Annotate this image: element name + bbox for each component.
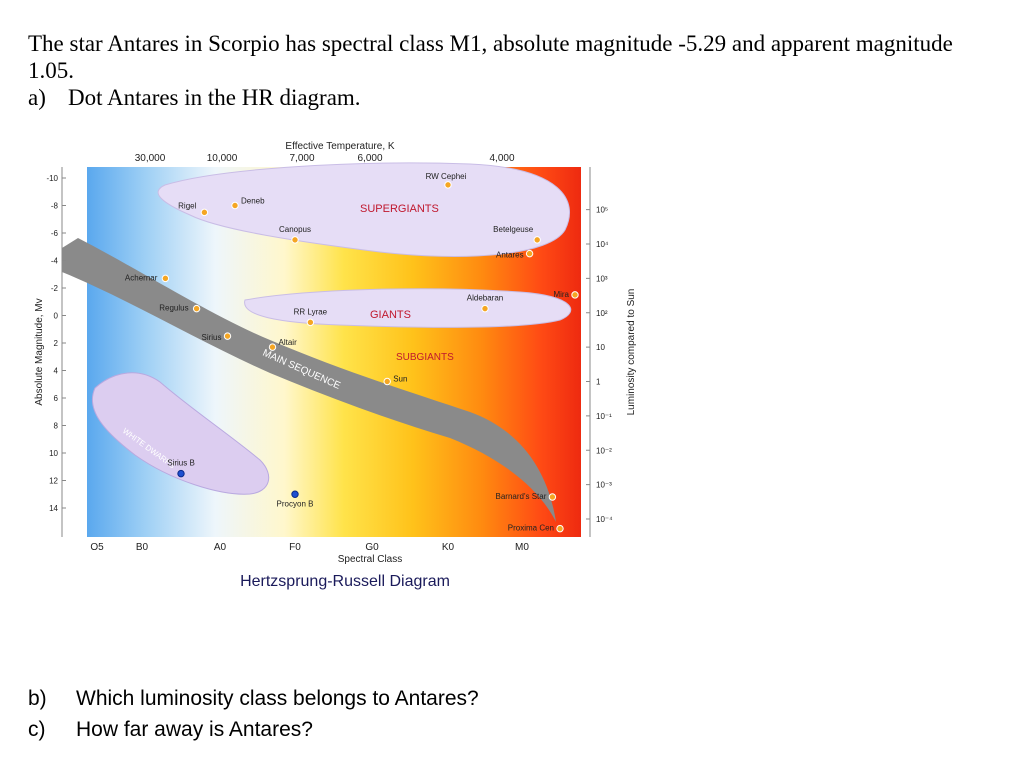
label-supergiants: SUPERGIANTS — [360, 203, 439, 215]
question-b-text: Which luminosity class belongs to Antare… — [76, 687, 479, 710]
luminosity-ticks: 10⁵ 10⁴ 10³ 10² 10 1 10⁻¹ 10⁻² 10⁻³ 10⁻⁴ — [586, 206, 613, 524]
y-tick-label: 6 — [54, 394, 59, 403]
star-marker-rw-cephei — [444, 181, 452, 189]
top-tick-4000: 4,000 — [489, 153, 514, 164]
y-axis-label: Absolute Magnitude, Mv — [34, 298, 45, 405]
lum-tick-label: 10² — [596, 309, 608, 318]
stars: RW Cephei Rigel Deneb Canopus Betelgeuse Anta… — [125, 172, 579, 533]
y-tick-label: -2 — [51, 284, 59, 293]
top-axis-label: Effective Temperature, K — [285, 141, 394, 152]
star-marker-proxima-cen — [556, 524, 564, 533]
x-tick-m0: M0 — [515, 542, 529, 553]
white-dwarfs-region — [91, 372, 270, 495]
question-a: a) Dot Antares in the HR diagram. — [28, 84, 988, 111]
star-marker-altair — [268, 343, 277, 351]
star-label-proxima-cen: Proxima Cen — [508, 524, 554, 533]
star-marker-canopus — [291, 236, 299, 244]
top-tick-6000: 6,000 — [357, 153, 382, 164]
star-marker-barnard-s-star — [548, 493, 557, 501]
star-label-procyon-b: Procyon B — [277, 499, 314, 508]
y-tick-label: 12 — [49, 477, 58, 486]
star-label-canopus: Canopus — [279, 225, 311, 234]
question-a-text: Dot Antares in the HR diagram. — [68, 85, 361, 110]
x-axis-label: Spectral Class — [338, 554, 402, 565]
top-tick-7000: 7,000 — [289, 153, 314, 164]
star-marker-betelgeuse — [533, 236, 541, 244]
chart-title: Hertzsprung-Russell Diagram — [240, 573, 450, 590]
x-tick-k0: K0 — [442, 542, 455, 553]
lum-tick-label: 10⁻¹ — [596, 412, 612, 421]
top-tick-10000: 10,000 — [207, 153, 238, 164]
y-tick-label: -8 — [51, 202, 59, 211]
x-tick-b0: B0 — [136, 542, 149, 553]
star-marker-rr-lyrae — [306, 318, 315, 327]
lum-tick-label: 1 — [596, 378, 601, 387]
star-marker-sun — [383, 377, 391, 386]
star-label-achernar: Achernar — [125, 273, 158, 282]
lum-tick-label: 10⁻⁴ — [596, 515, 613, 524]
lum-tick-label: 10³ — [596, 274, 608, 283]
star-label-rw-cephei: RW Cephei — [426, 172, 467, 181]
label-giants: GIANTS — [370, 309, 411, 321]
star-label-antares: Antares — [496, 251, 524, 260]
y-tick-label: 14 — [49, 504, 58, 513]
question-a-label: a) — [28, 85, 46, 110]
x-tick-o5: O5 — [90, 542, 104, 553]
y-axis-ticks: -10 -8 -6 -4 -2 0 2 4 6 8 10 12 14 — [46, 174, 66, 513]
y-tick-label: -10 — [46, 174, 58, 183]
star-label-rr-lyrae: RR Lyrae — [294, 307, 328, 316]
top-tick-30000: 30,000 — [135, 153, 166, 164]
star-label-mira: Mira — [553, 290, 569, 299]
star-label-deneb: Deneb — [241, 197, 265, 206]
star-marker-procyon-b — [291, 490, 299, 498]
question-c: c) How far away is Antares? — [28, 714, 479, 745]
star-label-sun: Sun — [393, 375, 407, 384]
lum-tick-label: 10 — [596, 343, 605, 352]
star-label-rigel: Rigel — [178, 201, 196, 210]
star-marker-mira — [571, 291, 579, 299]
star-label-betelgeuse: Betelgeuse — [493, 225, 534, 234]
y-tick-label: -6 — [51, 229, 59, 238]
right-axis-label: Luminosity compared to Sun — [626, 289, 637, 416]
y-tick-label: 4 — [54, 367, 59, 376]
question-intro: The star Antares in Scorpio has spectral… — [28, 31, 953, 83]
x-axis-ticks: O5 B0 A0 F0 G0 K0 M0 — [90, 542, 529, 553]
star-marker-achernar — [161, 274, 170, 283]
star-label-aldebaran: Aldebaran — [467, 294, 503, 303]
supergiants-region — [157, 162, 570, 257]
star-marker-sirius-b — [177, 469, 185, 478]
lum-tick-label: 10⁵ — [596, 206, 608, 215]
star-marker-sirius — [223, 332, 232, 340]
hr-diagram: SUPERGIANTS GIANTS SUBGIANTS MAIN SEQUEN… — [34, 141, 637, 590]
question-b: b) Which luminosity class belongs to Anta… — [28, 683, 479, 714]
question-b-label: b) — [28, 687, 47, 710]
main-sequence-band — [62, 238, 556, 522]
lum-tick-label: 10⁻² — [596, 446, 612, 455]
y-tick-label: 10 — [49, 449, 58, 458]
star-label-barnard-s-star: Barnard's Star — [496, 492, 547, 501]
star-label-sirius-b: Sirius B — [167, 459, 195, 468]
x-tick-a0: A0 — [214, 542, 227, 553]
star-label-sirius: Sirius — [201, 333, 221, 342]
star-marker-antares — [525, 249, 534, 258]
y-tick-label: 8 — [54, 422, 59, 431]
star-marker-aldebaran — [481, 304, 489, 313]
star-marker-rigel — [200, 208, 209, 217]
question-c-label: c) — [28, 718, 46, 741]
star-marker-deneb — [231, 201, 239, 210]
y-tick-label: 2 — [54, 339, 59, 348]
star-label-altair: Altair — [279, 338, 298, 347]
y-tick-label: -4 — [51, 257, 59, 266]
label-subgiants: SUBGIANTS — [396, 352, 454, 363]
x-tick-g0: G0 — [365, 542, 379, 553]
y-tick-label: 0 — [54, 312, 59, 321]
x-tick-f0: F0 — [289, 542, 301, 553]
star-label-regulus: Regulus — [159, 304, 188, 313]
lum-tick-label: 10⁴ — [596, 240, 609, 249]
lum-tick-label: 10⁻³ — [596, 481, 612, 490]
top-axis-ticks: 30,000 10,000 7,000 6,000 4,000 — [135, 153, 515, 164]
question-c-text: How far away is Antares? — [76, 718, 313, 741]
star-marker-regulus — [192, 304, 201, 313]
